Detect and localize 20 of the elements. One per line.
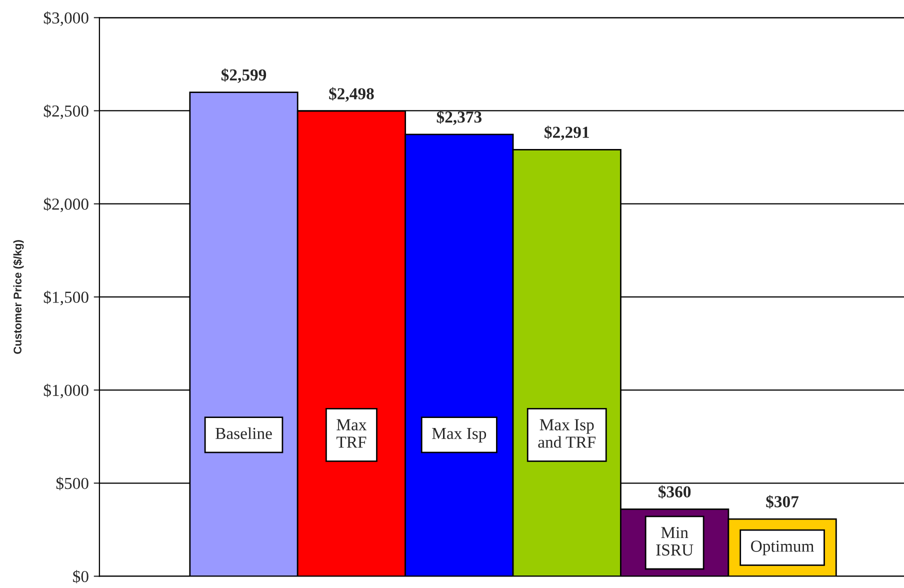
x-tick-label: Min ISRU (656, 526, 694, 556)
data-label: $307 (766, 495, 799, 508)
x-tick-label: Max Isp (432, 428, 486, 442)
x-tick-label: Optimum (751, 540, 814, 556)
y-tick-label: $0 (73, 570, 88, 584)
y-tick-label: $2,500 (44, 104, 88, 120)
y-axis-title: Customer Price ($/kg) (13, 240, 24, 354)
x-tick-label: Baseline (216, 427, 272, 440)
data-label: $2,373 (436, 110, 482, 126)
y-tick-label: $2,000 (44, 198, 88, 212)
data-label: $2,291 (544, 126, 589, 140)
data-label: $360 (658, 485, 691, 499)
y-tick-label: $500 (56, 476, 88, 490)
y-tick-label: $3,000 (44, 11, 88, 26)
data-label: $2,498 (329, 87, 374, 102)
y-tick-label: $1,000 (44, 384, 88, 398)
x-tick-label: Max TRF (336, 419, 367, 448)
x-tick-label: Max Isp and TRF (538, 419, 596, 448)
data-label: $2,599 (221, 68, 266, 84)
y-tick-label: $1,500 (44, 290, 88, 306)
